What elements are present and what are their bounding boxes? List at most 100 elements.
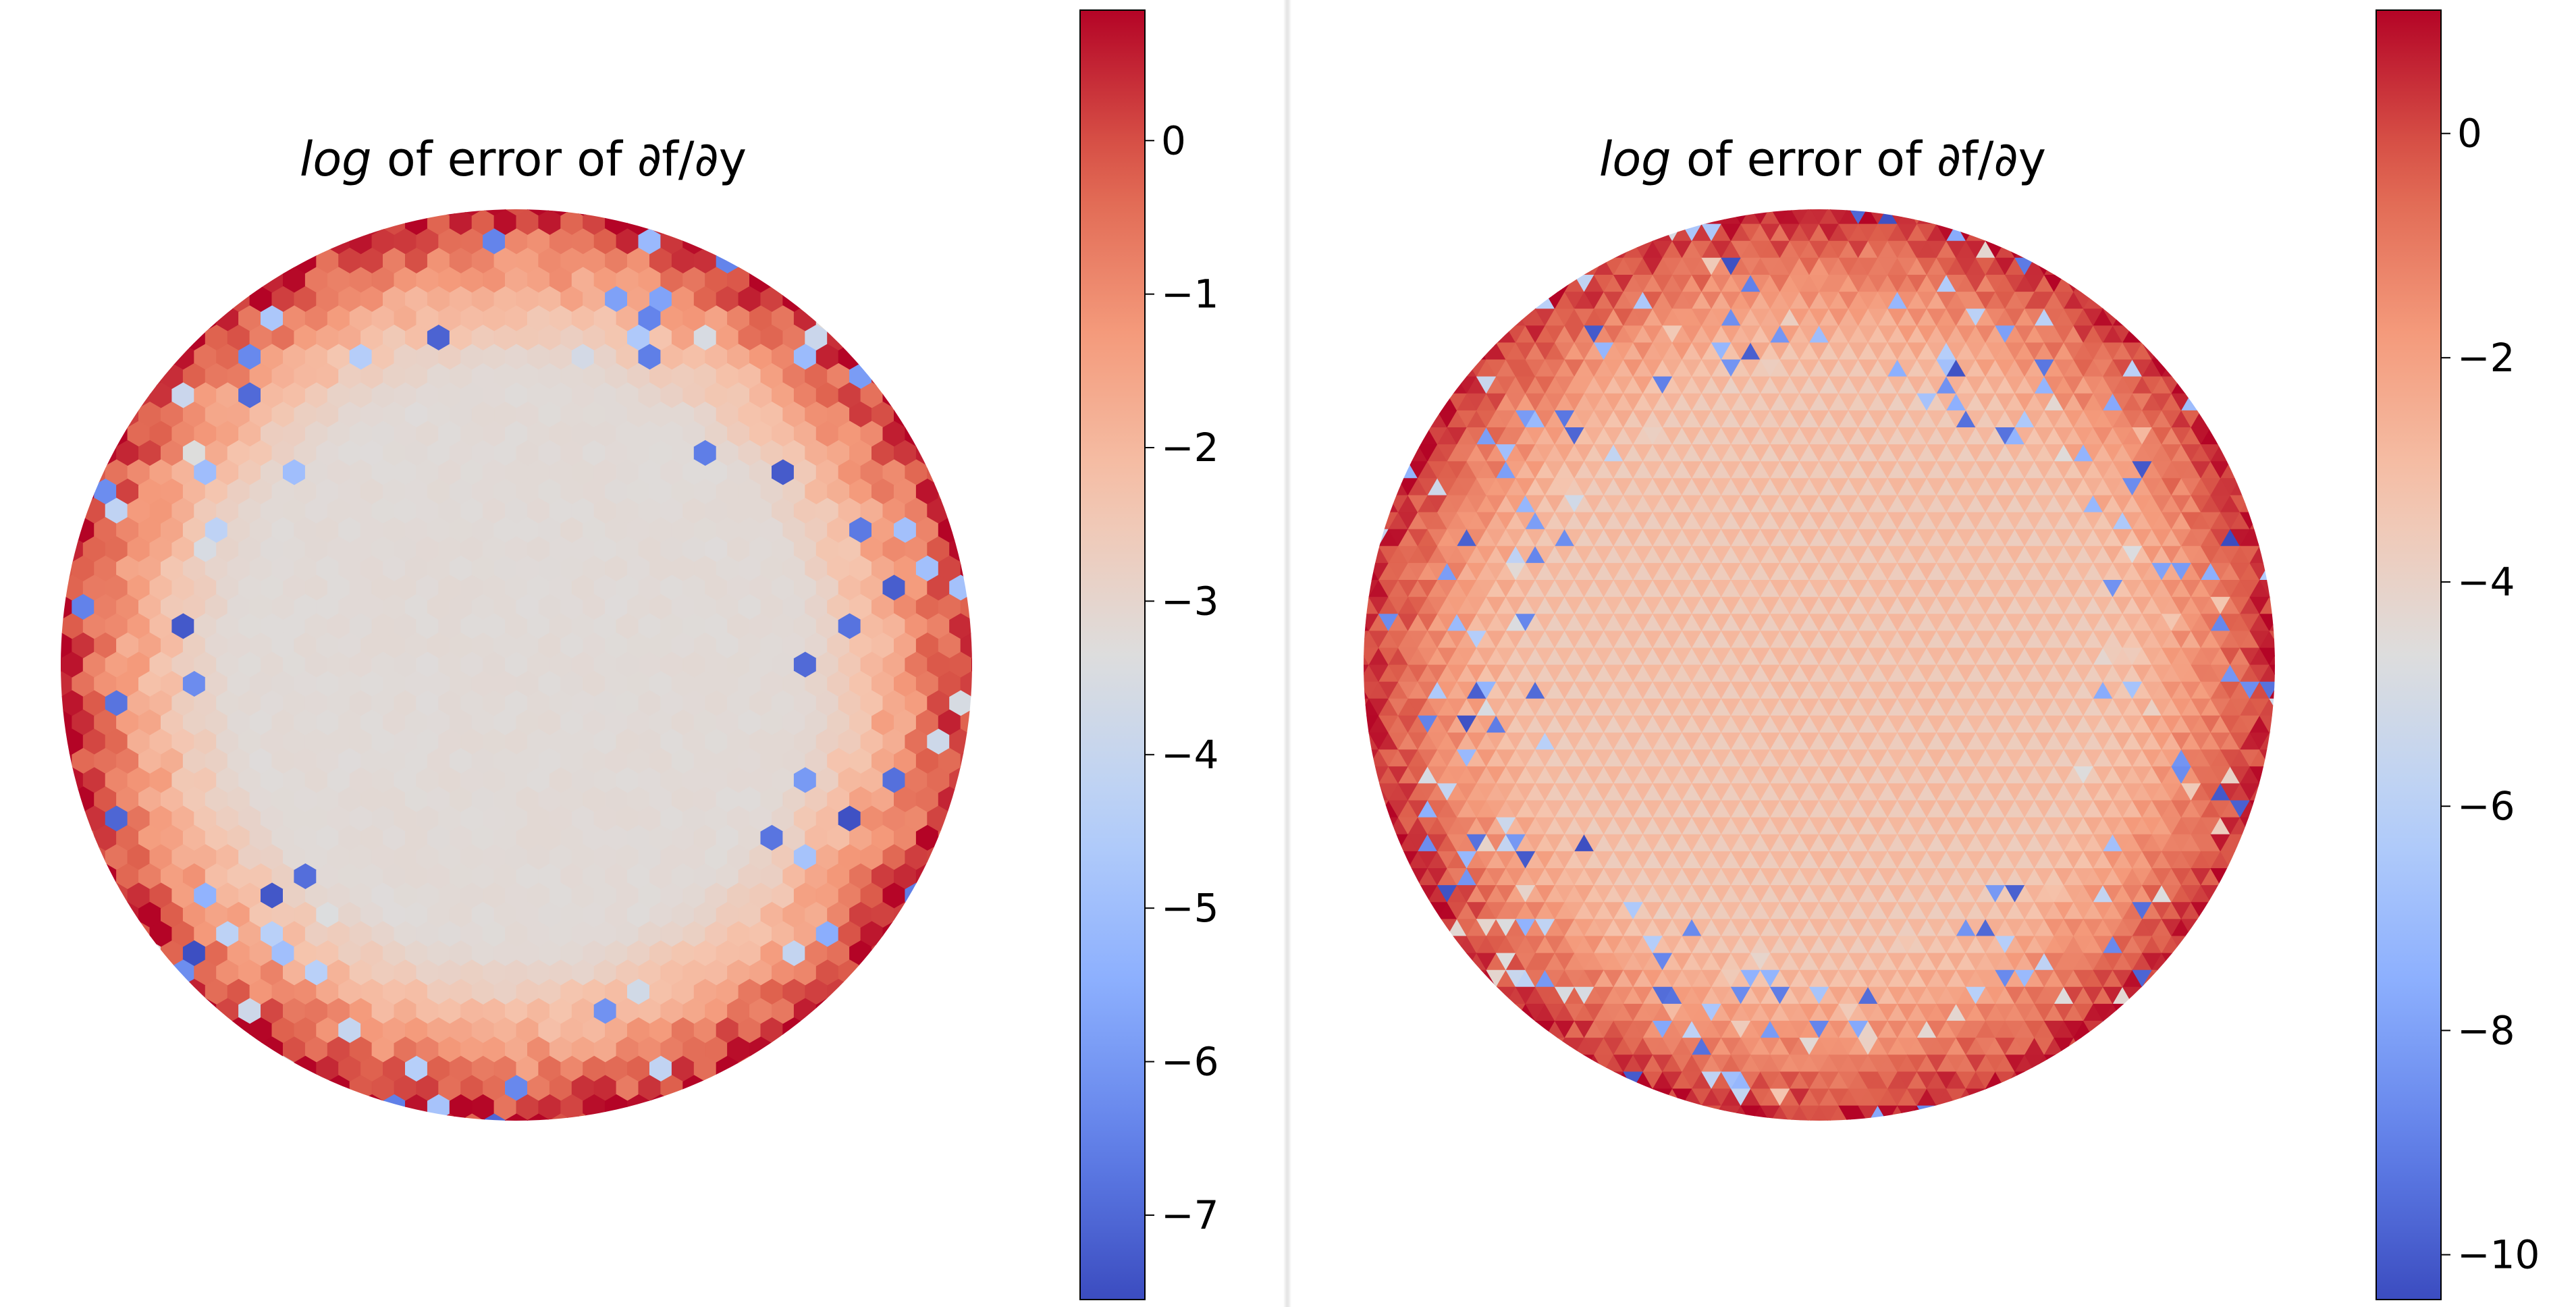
triangle-cell (1368, 477, 1389, 496)
triangle-cell (1364, 783, 1380, 801)
triangle-cell (1340, 614, 1360, 631)
triangle-cell (1545, 274, 1565, 292)
triangle-cell (1378, 834, 1399, 852)
triangle-cell (1397, 427, 1419, 445)
hex-cell (39, 691, 61, 716)
triangle-cell (1564, 257, 1585, 276)
triangle-cell (2280, 631, 2299, 648)
triangle-cell (2210, 410, 2231, 428)
triangle-cell (1388, 444, 1409, 462)
triangle-cell (2200, 393, 2222, 411)
hex-cell (960, 747, 972, 775)
triangle-cell (2249, 834, 2270, 853)
triangle-cell (1751, 190, 1771, 207)
triangle-cell (2132, 308, 2153, 327)
triangle-cell (2093, 274, 2114, 292)
triangle-cell (2180, 376, 2202, 395)
hex-cell (705, 228, 728, 255)
triangle-cell (1574, 257, 1595, 275)
triangle-cell (1437, 376, 1458, 395)
triangle-cell (1701, 209, 1722, 225)
triangle-cell (1368, 495, 1389, 513)
triangle-cell (1869, 190, 1888, 207)
triangle-cell (1364, 715, 1370, 733)
triangle-cell (1368, 834, 1389, 853)
hex-cell (438, 1113, 462, 1121)
triangle-cell (2269, 715, 2275, 733)
triangle-cell (1965, 223, 1987, 242)
hex-cell (938, 824, 961, 852)
triangle-cell (2259, 783, 2275, 801)
hex-cell (61, 747, 73, 775)
triangle-cell (1368, 817, 1389, 835)
hex-cell (304, 1075, 328, 1102)
triangle-cell (1378, 851, 1399, 870)
hex-cell (238, 1036, 261, 1063)
triangle-cell (1378, 478, 1399, 496)
triangle-cell (2269, 545, 2275, 564)
triangle-cell (1340, 716, 1360, 732)
hex-cell (938, 478, 961, 506)
triangle-cell (1340, 665, 1360, 682)
triangle-cell (1368, 512, 1389, 530)
triangle-cell (2073, 274, 2094, 292)
right-triangle-heatmap (1340, 190, 2299, 1121)
hex-cell (39, 652, 61, 678)
triangle-cell (2112, 308, 2133, 327)
hex-cell (72, 824, 95, 852)
triangle-cell (2191, 376, 2211, 394)
triangle-cell (1732, 190, 1751, 207)
triangle-cell (1908, 190, 1927, 207)
triangle-cell (1364, 749, 1370, 768)
triangle-cell (1340, 699, 1360, 716)
triangle-cell (1364, 732, 1370, 751)
triangle-cell (1771, 190, 1790, 207)
left-title-log-word: log (299, 132, 372, 187)
hex-cell (72, 478, 95, 506)
triangle-cell (2269, 766, 2275, 784)
triangle-cell (2259, 529, 2275, 547)
triangle-cell (1388, 868, 1409, 886)
triangle-cell (2269, 749, 2275, 768)
triangle-cell (1340, 631, 1360, 648)
triangle-cell (2054, 257, 2074, 276)
triangle-cell (1936, 209, 1957, 225)
triangle-cell (1858, 190, 1878, 207)
triangle-cell (2239, 834, 2261, 852)
triangle-cell (1662, 209, 1683, 225)
left-hex-heatmap (39, 209, 972, 1121)
triangle-cell (1340, 597, 1360, 614)
triangle-cell (2083, 274, 2104, 293)
hex-cell (571, 209, 595, 217)
triangle-cell (2034, 240, 2055, 259)
triangle-cell (2280, 597, 2299, 614)
triangle-cell (2249, 512, 2270, 530)
triangle-cell (2171, 359, 2192, 377)
triangle-cell (2102, 291, 2124, 310)
triangle-cell (1623, 223, 1644, 242)
right-title-text: of error of ∂f/∂y (1671, 132, 2047, 187)
triangle-cell (1810, 190, 1829, 207)
triangle-cell (1761, 190, 1780, 207)
triangle-cell (1364, 562, 1370, 581)
triangle-cell (1897, 209, 1918, 225)
triangle-cell (2249, 817, 2270, 835)
triangle-cell (1427, 376, 1448, 394)
triangle-cell (2269, 597, 2275, 615)
hex-cell (238, 267, 261, 294)
triangle-cell (1525, 274, 1546, 292)
triangle-cell (1839, 190, 1858, 207)
triangle-cell (1437, 359, 1458, 377)
triangle-cell (1849, 190, 1869, 207)
hex-cell (971, 690, 972, 717)
triangle-cell (1741, 190, 1761, 207)
triangle-cell (2151, 342, 2172, 361)
hex-cell (61, 555, 73, 583)
panel-divider (1283, 0, 1291, 1307)
triangle-cell (2161, 342, 2182, 361)
triangle-cell (1534, 274, 1556, 293)
triangle-cell (1652, 223, 1673, 242)
triangle-cell (2249, 800, 2270, 818)
hex-cell (571, 1113, 595, 1121)
